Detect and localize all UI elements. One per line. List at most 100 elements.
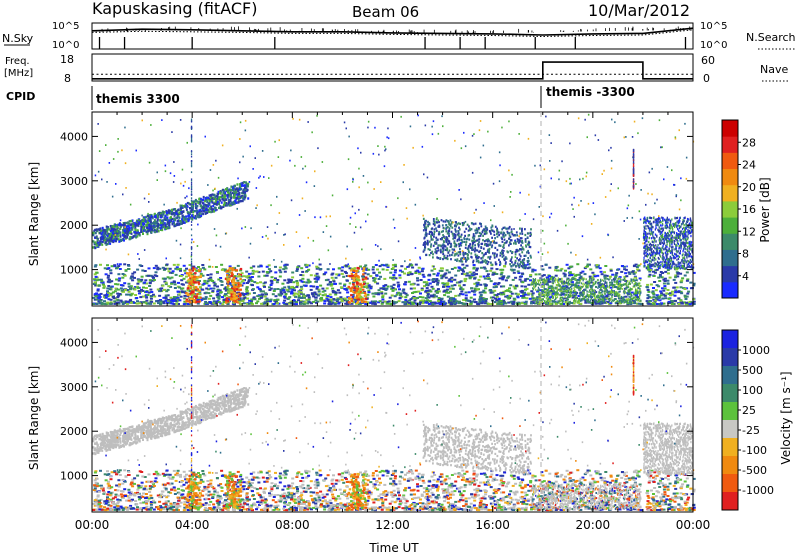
power-cell: [364, 264, 368, 267]
power-cell: [472, 261, 474, 264]
power-cell: [381, 294, 385, 297]
power-cell: [233, 303, 236, 306]
power-cell: [515, 284, 518, 287]
power-cell: [417, 290, 421, 293]
power-cell: [214, 201, 217, 204]
power-cell: [488, 251, 491, 254]
power-cell: [356, 295, 359, 298]
nsky-label: N.Sky: [2, 32, 34, 45]
power-cell: [250, 280, 254, 283]
power-cell: [428, 300, 432, 303]
power-cell: [177, 208, 180, 211]
power-cell: [472, 239, 475, 242]
power-cell: [238, 303, 242, 306]
power-cell: [197, 266, 200, 268]
power-cell: [252, 265, 256, 268]
power-cell: [216, 288, 220, 291]
power-cell: [459, 253, 462, 256]
power-cell: [180, 279, 184, 282]
power-cell: [355, 280, 359, 283]
power-cell: [395, 293, 399, 296]
power-cell: [228, 201, 230, 204]
power-cell: [267, 268, 271, 271]
power-cell: [110, 238, 113, 241]
power-cell: [103, 233, 106, 236]
power-cell: [349, 269, 353, 272]
power-cell: [259, 296, 263, 299]
power-cell: [226, 290, 230, 293]
power-cell: [448, 227, 451, 230]
power-cell: [112, 297, 116, 300]
power-cell: [111, 231, 114, 235]
power-cell: [312, 285, 316, 288]
power-cell: [479, 249, 482, 253]
power-cell: [324, 279, 328, 282]
power-cell: [232, 294, 235, 297]
power-cell: [512, 301, 516, 304]
power-cell: [156, 227, 159, 231]
power-cell: [450, 284, 454, 287]
power-cell: [538, 273, 542, 276]
power-cell: [162, 223, 165, 226]
power-cell: [144, 229, 147, 232]
power-cell: [136, 285, 139, 288]
power-cell: [293, 300, 297, 303]
power-cell: [624, 272, 628, 275]
power-cell: [379, 275, 382, 278]
power-cell: [675, 286, 679, 289]
power-cell: [165, 263, 169, 266]
power-cell: [381, 301, 385, 304]
power-cell: [226, 276, 229, 279]
power-cell: [365, 268, 369, 271]
power-cell: [357, 279, 361, 282]
power-cell: [448, 278, 452, 281]
power-cell: [511, 256, 513, 259]
power-cell: [537, 302, 541, 305]
power-cell: [401, 289, 405, 292]
power-cell: [378, 271, 381, 274]
date-title: 10/Mar/2012: [588, 1, 690, 20]
power-cell: [296, 266, 300, 269]
power-cell: [122, 231, 125, 234]
power-cell: [222, 192, 225, 195]
power-cell: [437, 300, 440, 303]
power-cell: [467, 246, 470, 249]
power-cell: [95, 236, 98, 239]
power-cell: [113, 264, 117, 267]
power-cell: [161, 266, 165, 269]
power-cell: [432, 253, 434, 256]
power-cell: [189, 292, 193, 295]
power-cell: [219, 206, 222, 210]
power-cell: [428, 222, 431, 225]
power-cell: [113, 230, 116, 234]
power-cell: [355, 287, 358, 290]
power-cell: [171, 211, 174, 214]
power-cell: [679, 261, 681, 265]
power-cell: [479, 266, 483, 269]
power-cell: [103, 300, 106, 303]
power-cell: [107, 237, 110, 240]
power-cell: [597, 281, 601, 284]
power-cell: [468, 271, 472, 274]
power-cell: [228, 192, 230, 195]
power-cell: [509, 239, 512, 242]
power-cell: [140, 275, 144, 278]
power-cell: [239, 293, 242, 296]
power-cell: [463, 230, 466, 233]
power-cell: [453, 236, 456, 239]
power-cell: [680, 301, 684, 304]
power-cell: [182, 204, 185, 208]
power-cell: [425, 287, 429, 290]
power-cell: [579, 275, 583, 278]
power-cell: [248, 276, 252, 279]
power-cell: [167, 299, 170, 301]
power-cell: [598, 283, 602, 286]
power-cell: [235, 269, 239, 272]
power-cell: [510, 228, 513, 231]
power-cell: [197, 276, 200, 279]
power-cell: [372, 279, 376, 282]
power-cell: [486, 240, 489, 243]
power-cell: [500, 302, 504, 305]
power-cell: [316, 300, 320, 303]
power-cell: [190, 280, 193, 283]
